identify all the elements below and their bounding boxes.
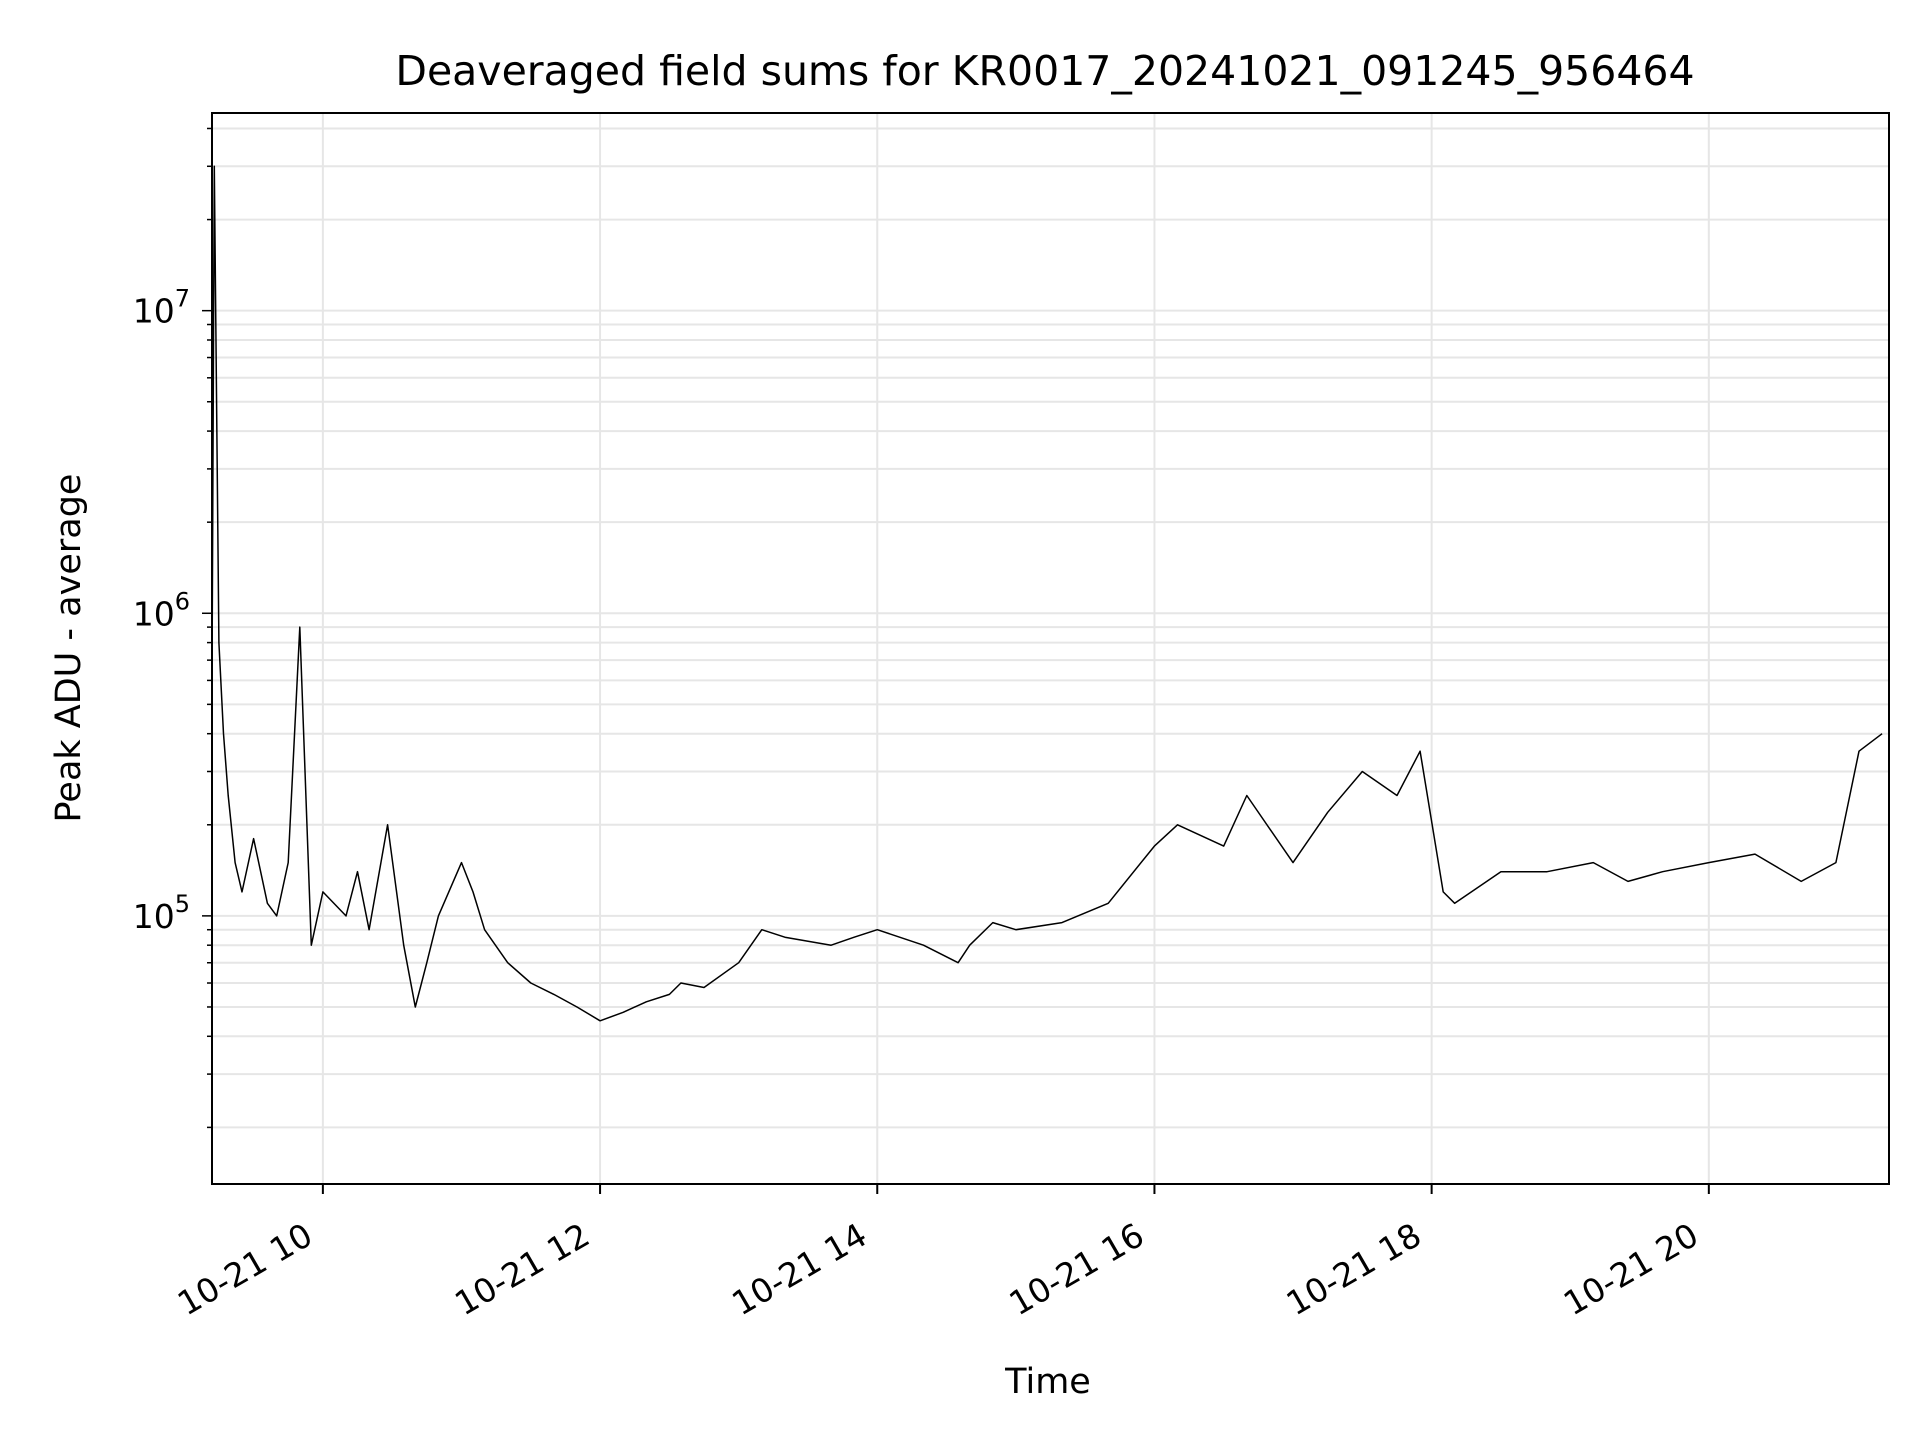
y-tick-label: 106 [133,587,190,633]
y-tick-exponent: 5 [175,890,190,918]
data-line-group [211,165,1883,1022]
chart-title: Deaveraged field sums for KR0017_2024102… [395,47,1694,95]
y-tick-base: 10 [133,897,175,936]
y-tick-base: 10 [133,292,175,331]
y-tick-exponent: 7 [175,285,190,313]
plot-frame [211,112,1890,1185]
y-tick-label: 105 [133,890,190,936]
x-axis-label: Time [1004,1362,1091,1402]
y-tick-label: 107 [133,285,190,331]
y-tick-exponent: 6 [175,587,190,615]
y-tick-base: 10 [133,594,175,633]
grid [212,113,1889,1184]
data-line [211,165,1883,1022]
y-axis-label: Peak ADU - average [49,474,89,823]
